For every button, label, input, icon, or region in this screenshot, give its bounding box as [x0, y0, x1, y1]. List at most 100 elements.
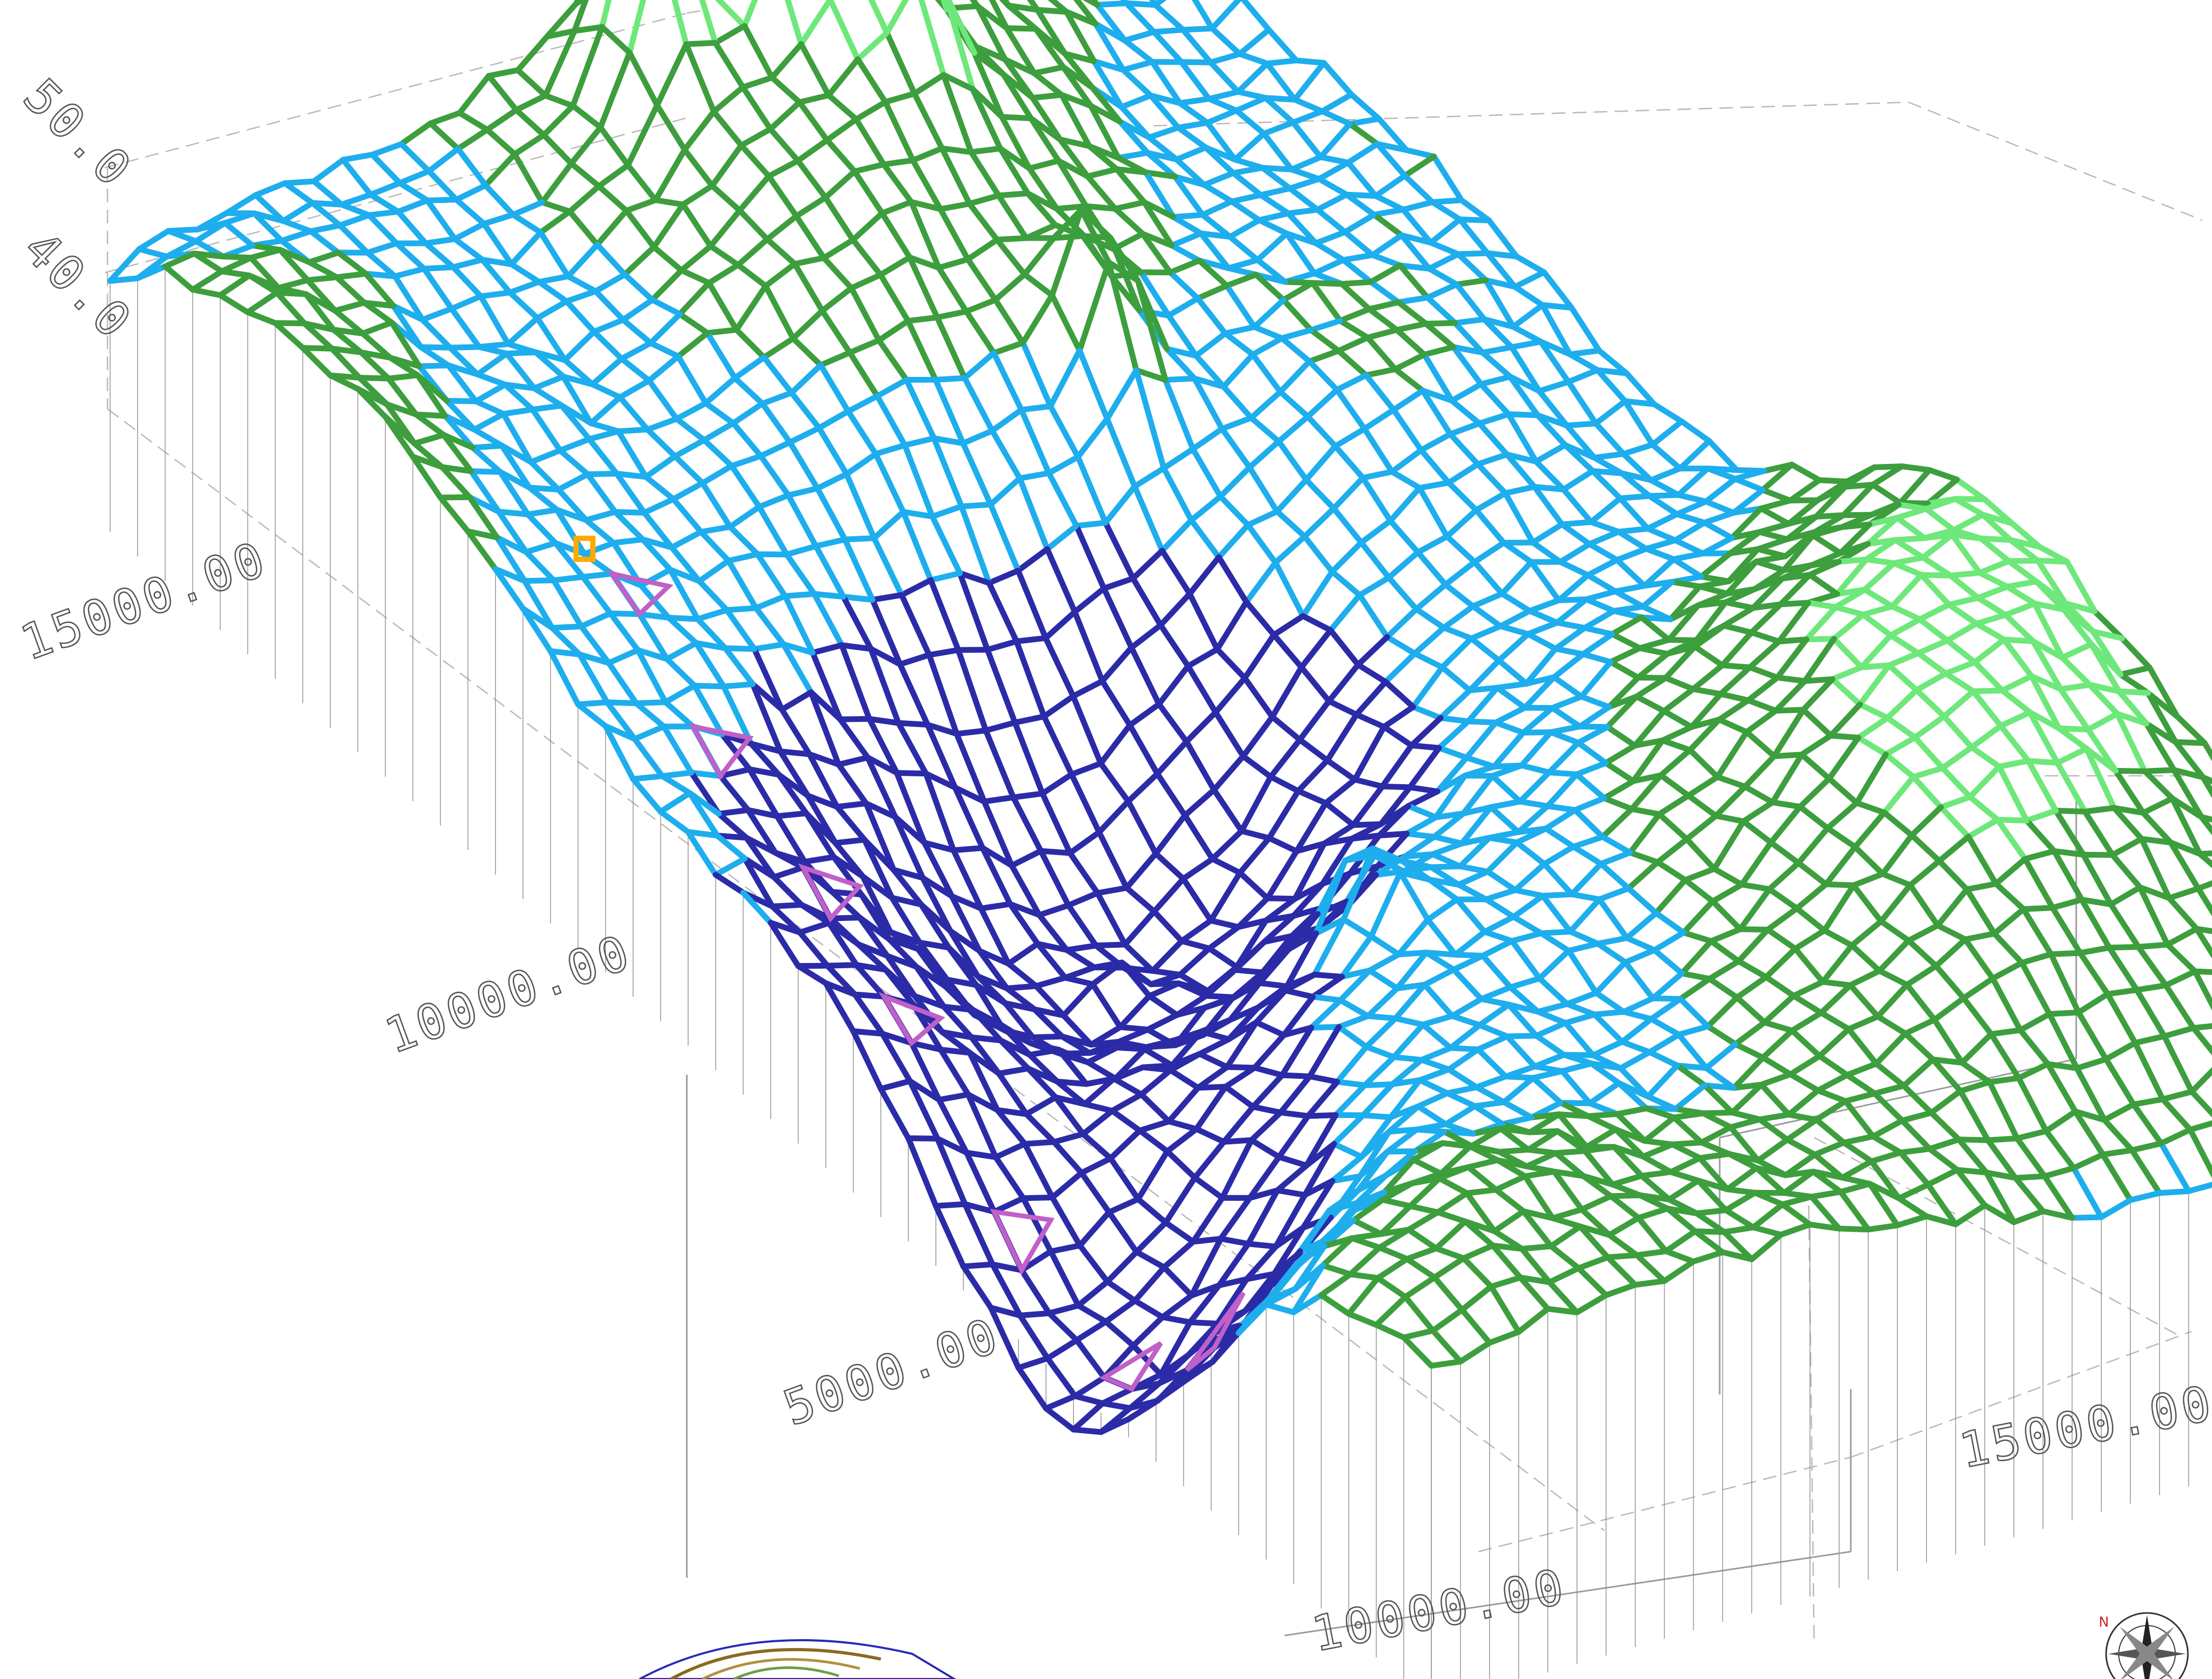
- mesh-edge-3402: [190, 268, 225, 293]
- mesh-edge-959: [2077, 950, 2111, 997]
- mesh-edge-2058: [790, 308, 825, 342]
- mesh-edge-1589: [1156, 663, 1191, 707]
- mesh-edge-755: [1998, 723, 2032, 764]
- mesh-edge-1865: [905, 318, 938, 383]
- mesh-edge-1322: [1573, 760, 1609, 777]
- mesh-edge-2780: [1221, 1137, 1255, 1145]
- mesh-edge-1946: [672, 0, 689, 47]
- mesh-edge-1084: [1026, 158, 1062, 171]
- mesh-edge-2997: [1436, 1164, 1472, 1182]
- mesh-edge-1447: [1930, 1056, 1965, 1066]
- mesh-edge-2725: [421, 264, 456, 272]
- mesh-edge-1628: [1735, 958, 1769, 980]
- mesh-edge-1121: [1578, 694, 1612, 710]
- mesh-edge-1712: [1485, 839, 1520, 875]
- mesh-edge-1526: [1653, 877, 1688, 916]
- mesh-edge-3027: [528, 459, 562, 493]
- mesh-edge-1547: [1985, 1137, 2019, 1181]
- mesh-edge-1486: [1103, 483, 1138, 526]
- mesh-edge-3156: [939, 1029, 973, 1056]
- x-tick-15000: 15000.00: [1955, 1375, 2212, 1479]
- mesh-edge-1762: [851, 168, 885, 216]
- mesh-edge-214: [1373, 193, 1406, 213]
- mesh-edge-3086: [1297, 1207, 1332, 1254]
- mesh-edge-557: [2001, 636, 2035, 679]
- mesh-edge-2132: [1808, 1189, 1844, 1200]
- mesh-edge-1670: [907, 254, 942, 271]
- mesh-edge-2324: [1723, 1189, 1758, 1214]
- mesh-edge-2896: [1410, 1140, 1445, 1163]
- mesh-edge-719: [1502, 490, 1536, 546]
- mesh-edge-35: [1594, 367, 1630, 376]
- mesh-edge-1990: [1261, 933, 1295, 945]
- mesh-edge-849: [1884, 687, 1920, 721]
- mesh-edge-994: [1194, 295, 1228, 337]
- mesh-edge-34: [1624, 370, 1657, 407]
- mesh-edge-1025: [1578, 659, 1614, 700]
- mesh-edge-140: [1675, 465, 1711, 498]
- mesh-edge-2569: [1002, 1000, 1038, 1013]
- y-tick-15000: 15000.00: [14, 530, 275, 671]
- mesh-edge-429: [1560, 468, 1596, 493]
- mesh-edge-3384: [1349, 1235, 1383, 1251]
- mesh-edge-3143: [717, 766, 753, 779]
- mesh-edge-3401: [219, 268, 253, 279]
- mesh-edge-425: [1505, 411, 1541, 418]
- mesh-edge-1742: [1897, 1146, 1933, 1156]
- mesh-edge-2588: [1307, 1073, 1341, 1085]
- mesh-edge-2248: [677, 280, 712, 317]
- mesh-edge-3069: [1106, 1209, 1140, 1255]
- mesh-edge-2077: [1094, 890, 1128, 948]
- mesh-edge-2622: [368, 180, 403, 198]
- mesh-edge-1243: [1850, 871, 1886, 889]
- mesh-edge-2706: [1524, 1150, 1559, 1169]
- mesh-edge-3523: [961, 1263, 994, 1311]
- mesh-edge-550: [1862, 560, 1897, 593]
- mesh-edge-802: [1280, 297, 1314, 333]
- mesh-edge-2615: [1635, 1206, 1671, 1221]
- mesh-edge-3192: [1434, 1209, 1469, 1225]
- mesh-edge-2733: [531, 373, 566, 392]
- mesh-edge-586: [1048, 0, 1070, 15]
- mesh-edge-1233: [1713, 784, 1748, 819]
- mesh-edge-3065: [1051, 1139, 1085, 1176]
- mesh-edge-2643: [699, 480, 733, 530]
- mesh-edge-1098: [1219, 415, 1254, 432]
- mesh-edge-40: [1706, 438, 1740, 473]
- mesh-edge-3297: [1486, 1329, 1522, 1346]
- mesh-edge-2372: [1062, 974, 1096, 988]
- mesh-edge-320: [1425, 281, 1460, 301]
- mesh-edge-1372: [941, 72, 974, 155]
- mesh-edge-939: [1802, 676, 1836, 684]
- mesh-edge-1041: [1798, 732, 1834, 758]
- mesh-edge-1713: [1541, 861, 1575, 897]
- mesh-edge-2614: [1665, 1206, 1698, 1234]
- mesh-edge-3268: [1074, 1318, 1109, 1344]
- mesh-edge-3009: [280, 218, 314, 234]
- mesh-edge-2395: [1336, 1013, 1371, 1030]
- mesh-edge-2826: [447, 344, 482, 351]
- mesh-edge-2045: [654, 102, 688, 153]
- mesh-edge-925: [1609, 631, 1643, 651]
- mesh-edge-198: [1152, 2, 1186, 33]
- mesh-edge-2428: [426, 146, 461, 174]
- mesh-edge-1515: [1545, 803, 1578, 813]
- mesh-edge-1776: [1044, 546, 1078, 615]
- mesh-edge-1258: [2100, 1152, 2133, 1203]
- mesh-edge-808: [1363, 372, 1397, 413]
- mesh-edge-1018: [1525, 631, 1559, 652]
- mesh-edge-2420: [1723, 1207, 1756, 1230]
- mesh-edge-1341: [1878, 918, 1912, 944]
- mesh-edge-2399: [1391, 1022, 1426, 1060]
- mesh-edge-2532: [536, 279, 570, 305]
- mesh-edge-3399: [191, 251, 225, 275]
- mesh-edge-3191: [1378, 1203, 1413, 1237]
- mesh-edge-2364: [952, 784, 986, 851]
- mesh-edge-741: [1805, 600, 1839, 610]
- mesh-edge-2022: [1701, 1082, 1735, 1115]
- mesh-edge-812: [1418, 447, 1452, 486]
- mesh-edge-3066: [1022, 1139, 1057, 1147]
- mesh-edge-138: [1648, 465, 1683, 483]
- mesh-edge-2922: [447, 344, 481, 377]
